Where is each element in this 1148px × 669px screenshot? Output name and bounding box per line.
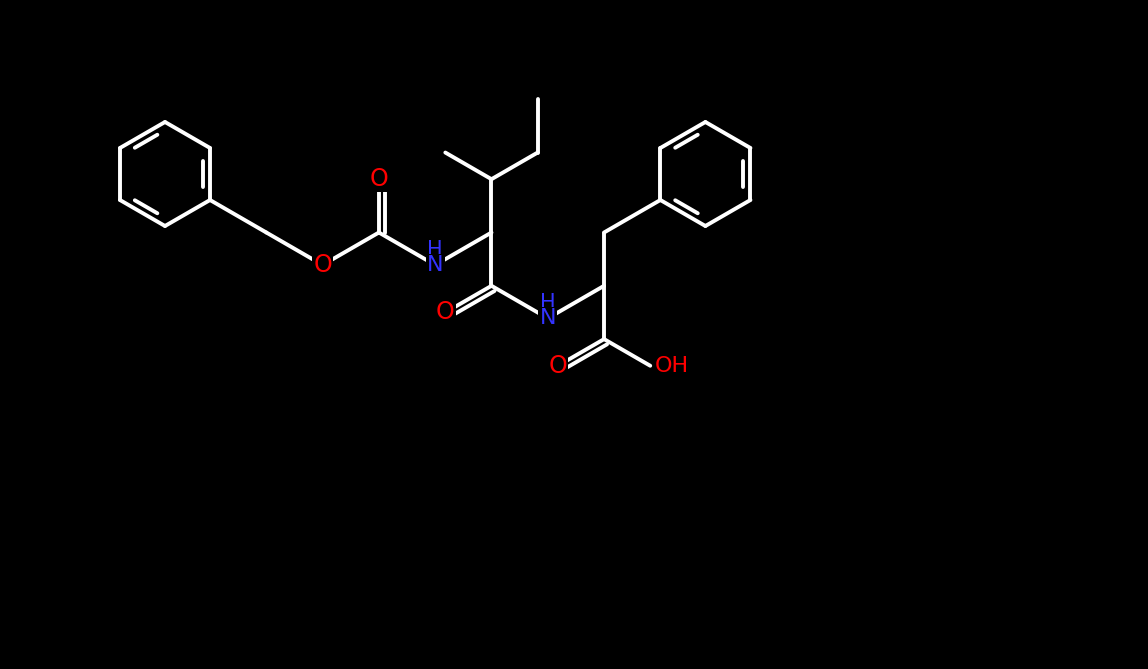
Text: H: H [540,293,556,313]
Text: H: H [427,240,443,260]
Text: O: O [370,167,388,191]
Text: N: N [427,255,443,275]
Text: OH: OH [656,356,689,376]
Text: O: O [436,300,455,324]
Text: O: O [313,253,332,277]
Text: O: O [549,354,567,378]
Text: N: N [540,308,556,328]
